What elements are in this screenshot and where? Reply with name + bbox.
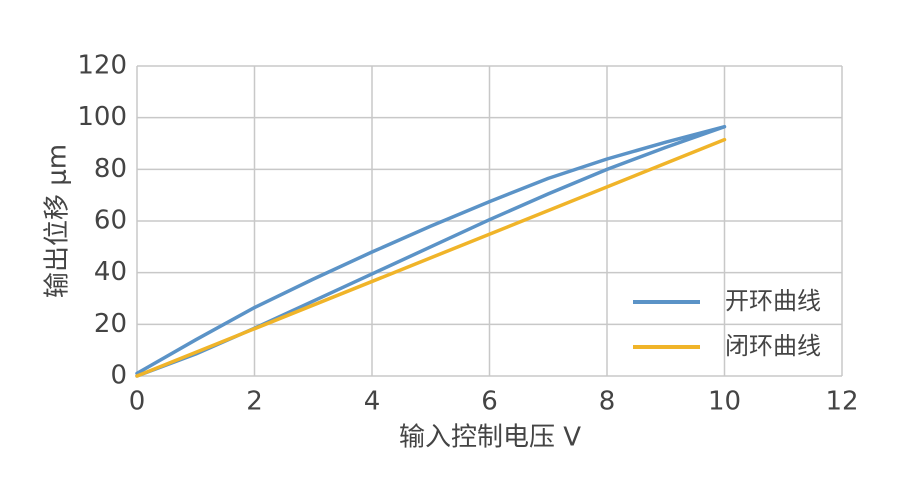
y-axis-label: 输出位移 μm xyxy=(43,144,73,298)
y-tick-label: 0 xyxy=(110,361,127,391)
x-axis-label: 输入控制电压 V xyxy=(399,423,581,453)
x-tick-label: 0 xyxy=(129,387,146,417)
x-tick-label: 6 xyxy=(481,387,498,417)
legend-label: 开环曲线 xyxy=(725,287,821,315)
y-tick-label: 40 xyxy=(94,257,127,287)
x-tick-label: 10 xyxy=(708,387,741,417)
data-line xyxy=(135,124,727,378)
y-tick-label: 60 xyxy=(94,206,127,236)
y-tick-label: 80 xyxy=(94,154,127,184)
y-tick-label: 120 xyxy=(77,51,127,81)
y-tick-label: 100 xyxy=(77,102,127,132)
x-tick-label: 4 xyxy=(364,387,381,417)
data-line xyxy=(135,137,727,378)
legend-label: 闭环曲线 xyxy=(725,332,821,360)
x-tick-label: 8 xyxy=(599,387,616,417)
x-tick-label: 2 xyxy=(246,387,263,417)
y-tick-label: 20 xyxy=(94,309,127,339)
x-tick-label: 12 xyxy=(825,387,858,417)
